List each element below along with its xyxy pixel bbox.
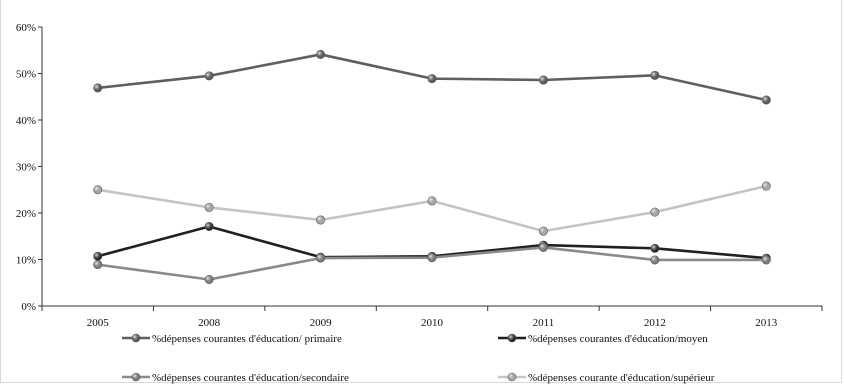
data-point-highlight (650, 71, 660, 80)
data-point-highlight (650, 244, 660, 253)
legend-label: %dépenses courantes d'éducation/ primair… (152, 333, 342, 345)
data-point-highlight (204, 222, 214, 231)
data-point-highlight (93, 252, 102, 261)
data-point-highlight (316, 215, 325, 225)
legend-marker-highlight (508, 373, 516, 381)
data-point-highlight (204, 203, 214, 212)
x-tick-label: 2010 (421, 317, 444, 329)
data-point-highlight (762, 255, 771, 265)
y-tick-label: 60% (16, 22, 36, 34)
x-tick-label: 2009 (310, 317, 333, 329)
series-3 (93, 181, 771, 236)
x-tick-label: 2013 (755, 317, 778, 329)
y-tick-label: 20% (16, 208, 36, 220)
x-tick-label: 2008 (198, 317, 221, 329)
series-0 (93, 49, 771, 105)
y-tick-label: 10% (16, 255, 36, 267)
legend-marker-highlight (132, 373, 140, 381)
data-point-highlight (93, 260, 102, 269)
data-point-highlight (204, 71, 214, 81)
data-point-highlight (650, 255, 660, 265)
series-2 (93, 242, 771, 284)
data-point-highlight (316, 253, 325, 263)
data-point-highlight (316, 50, 325, 59)
data-point-highlight (650, 207, 660, 217)
legend-item: %dépenses courantes d'éducation/moyen (498, 333, 708, 345)
legend-item: %dépenses courantes d'éducation/secondai… (122, 372, 349, 384)
x-tick-label: 2011 (533, 317, 555, 329)
series-line (97, 184, 767, 233)
data-point-highlight (93, 83, 102, 93)
x-tick-label: 2012 (644, 317, 666, 329)
legend-item: %dépenses courantes d'éducation/ primair… (122, 333, 342, 345)
legend-item: %dépenses courante d'éducation/supérieur (498, 372, 715, 384)
y-tick-label: 0% (21, 301, 36, 313)
legend-label: %dépenses courantes d'éducation/secondai… (152, 372, 349, 384)
data-point-highlight (204, 275, 214, 284)
data-point-highlight (762, 95, 771, 105)
y-tick-label: 50% (16, 69, 36, 81)
data-point-highlight (427, 196, 437, 206)
data-point-highlight (427, 253, 437, 262)
y-tick-label: 40% (16, 115, 36, 127)
data-point-highlight (539, 243, 548, 252)
x-tick-label: 2005 (87, 317, 110, 329)
data-point-highlight (539, 75, 548, 85)
legend-marker-highlight (508, 334, 516, 342)
data-point-highlight (93, 185, 102, 194)
legend-label: %dépenses courantes d'éducation/moyen (528, 333, 708, 345)
data-point-highlight (427, 74, 437, 83)
y-tick-label: 30% (16, 162, 36, 174)
data-point-highlight (762, 181, 771, 191)
legend-marker-highlight (132, 334, 140, 342)
data-point-highlight (539, 226, 548, 236)
legend-label: %dépenses courante d'éducation/supérieur (528, 372, 715, 384)
